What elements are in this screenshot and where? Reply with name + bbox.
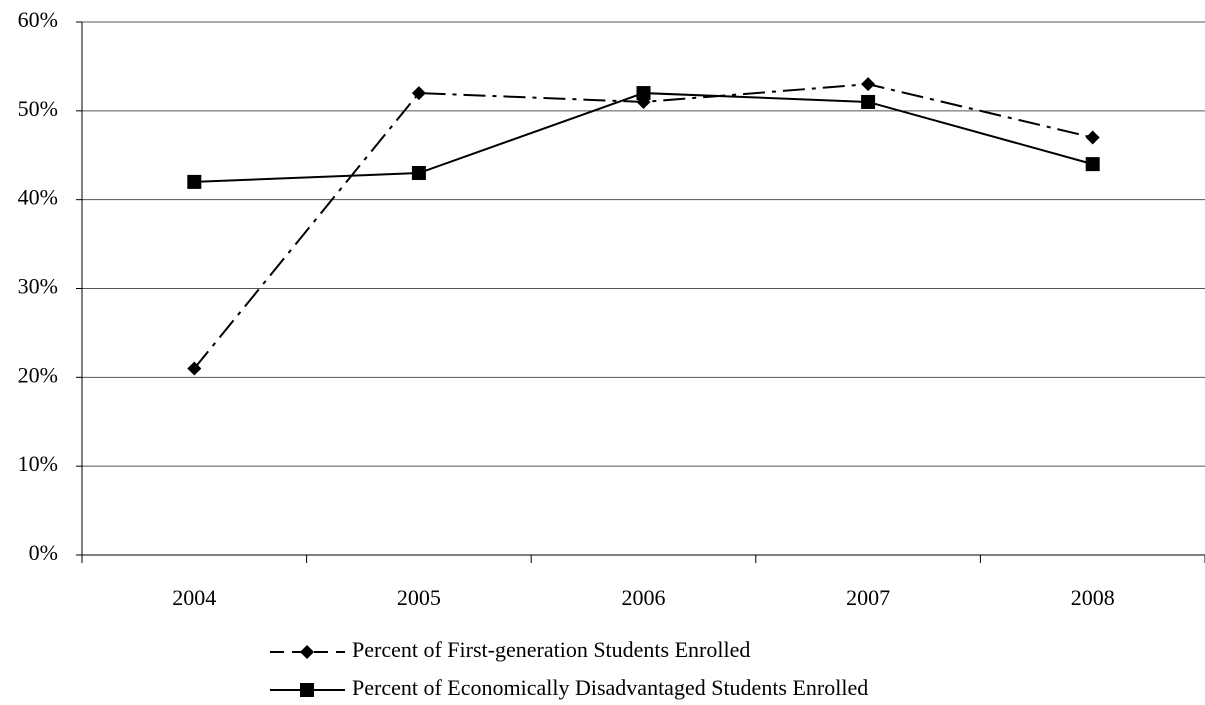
legend-marker (300, 645, 314, 659)
x-tick-label: 2005 (397, 585, 441, 610)
data-point (1085, 130, 1100, 145)
legend-label: Percent of First-generation Students Enr… (352, 637, 750, 662)
x-tick-label: 2007 (846, 585, 890, 610)
x-tick-label: 2006 (622, 585, 666, 610)
legend-marker (300, 683, 314, 697)
data-point (411, 166, 426, 181)
x-tick-label: 2008 (1071, 585, 1115, 610)
y-tick-label: 20% (18, 362, 58, 387)
data-point (636, 86, 651, 101)
y-tick-label: 10% (18, 451, 58, 476)
y-tick-label: 30% (18, 274, 58, 299)
data-point (187, 174, 202, 189)
data-point (187, 361, 202, 376)
x-tick-label: 2004 (172, 585, 216, 610)
data-point (861, 94, 876, 109)
legend-label: Percent of Economically Disadvantaged St… (352, 675, 868, 700)
y-tick-label: 40% (18, 185, 58, 210)
data-point (1085, 157, 1100, 172)
y-tick-label: 0% (29, 540, 58, 565)
data-point (411, 86, 426, 101)
y-tick-label: 50% (18, 96, 58, 121)
y-tick-label: 60% (18, 7, 58, 32)
data-point (861, 77, 876, 92)
